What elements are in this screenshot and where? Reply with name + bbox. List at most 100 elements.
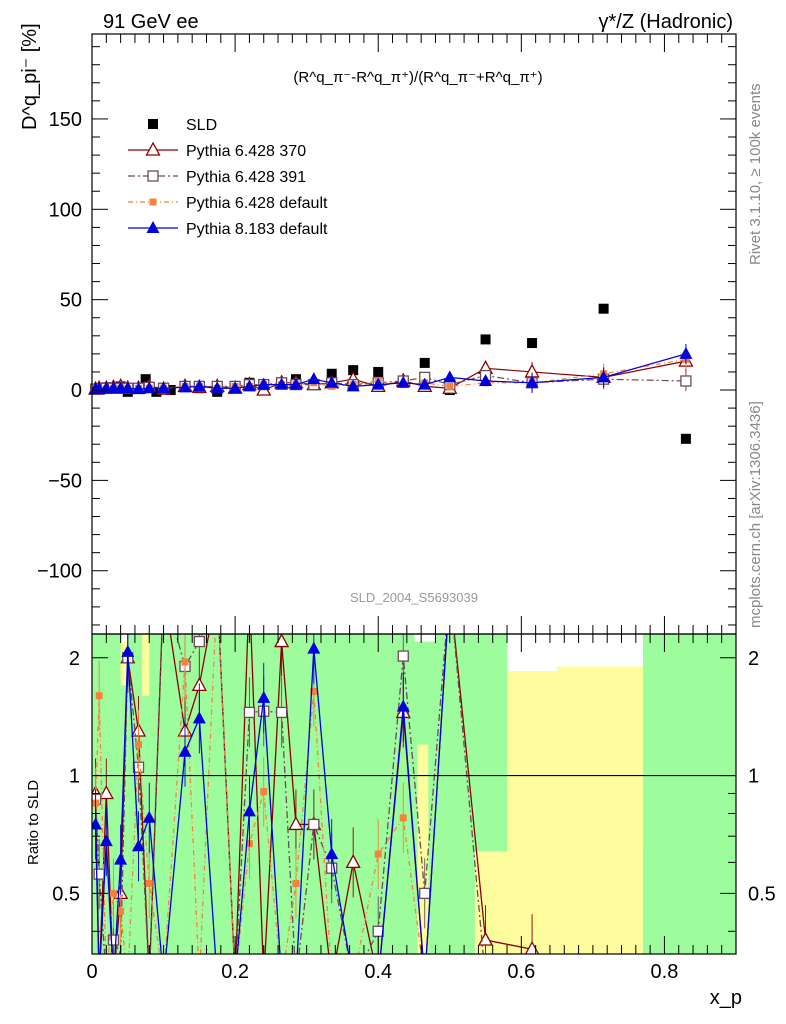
ratio-y-axis-label: Ratio to SLD	[25, 780, 42, 865]
main-point-py8	[346, 379, 360, 392]
legend-marker-pydef	[149, 198, 157, 206]
x-tick-label: 0.8	[651, 961, 679, 983]
ratio-band-inner	[127, 634, 136, 954]
ratio-band-inner	[120, 685, 129, 954]
ratio-point-pydef	[374, 850, 382, 858]
x-tick-label: 0	[86, 961, 97, 983]
legend-marker-py8	[146, 221, 160, 233]
ratio-band-outer	[474, 851, 643, 954]
legend-label-py370: Pythia 6.428 370	[186, 143, 306, 160]
main-point-sld	[527, 338, 538, 349]
x-tick-label: 0.6	[507, 961, 535, 983]
ratio-point-py370	[98, 785, 114, 800]
main-point-py8	[371, 377, 385, 390]
ratio-line-py8	[94, 634, 448, 954]
main-y-tick-label: 150	[49, 109, 82, 131]
legend-label-sld: SLD	[186, 117, 217, 134]
legend-entry-py370: Pythia 6.428 370	[128, 141, 306, 160]
main-line-py391	[95, 374, 686, 390]
legend-entry-pydef: Pythia 6.428 default	[128, 195, 328, 212]
main-y-axis-label: D^q_pi⁻ [%]	[19, 23, 41, 130]
x-tick-label: 0.4	[364, 961, 392, 983]
ratio-band-inner	[642, 634, 737, 954]
ratio-point-py8	[257, 690, 271, 703]
main-point-py8	[228, 381, 242, 394]
analysis-watermark: SLD_2004_S5693039	[350, 590, 478, 605]
left-title: 91 GeV ee	[103, 11, 199, 33]
ratio-point-pydef	[310, 687, 318, 695]
main-point-py8	[525, 375, 539, 388]
main-point-sld	[680, 433, 691, 444]
x-tick-label: 0.2	[221, 961, 249, 983]
ratio-point-py8	[192, 711, 206, 724]
main-point-sld	[326, 368, 337, 379]
main-point-sld	[348, 365, 359, 376]
legend-label-pydef: Pythia 6.428 default	[186, 195, 328, 212]
main-series-py8	[89, 343, 693, 395]
ratio-point-pydef	[117, 907, 125, 915]
rivet-version-label: Rivet 3.1.10, ≥ 100k events	[747, 83, 764, 265]
main-point-py8	[396, 375, 410, 388]
main-point-sld	[480, 334, 491, 345]
ratio-frame	[91, 633, 737, 955]
legend: SLD Pythia 6.428 370 Pythia 6.428 391 Pythi…	[128, 117, 328, 238]
right-title: γ*/Z (Hadronic)	[599, 11, 733, 33]
ratio-point-pydef	[181, 658, 189, 666]
ratio-point-py8	[99, 834, 113, 847]
ratio-point-py391	[372, 925, 384, 937]
ratio-band-inner	[227, 634, 243, 954]
ratio-series-layer	[92, 634, 736, 954]
main-point-sld	[373, 366, 384, 377]
main-y-tick-label: −50	[48, 470, 82, 492]
ratio-point-py8	[178, 744, 192, 757]
ratio-y-tick-label: 1	[69, 766, 80, 788]
ratio-y-tick-label: 2	[69, 648, 80, 670]
ratio-y-tick-label-right: 1	[748, 766, 759, 788]
legend-marker-py370	[145, 141, 161, 156]
main-point-py8	[679, 346, 693, 359]
ratio-point-py8	[132, 839, 146, 852]
ratio-point-py8	[121, 644, 135, 657]
ratio-point-py8	[242, 804, 256, 817]
ratio-point-py391	[107, 934, 120, 946]
main-point-sld	[419, 357, 430, 368]
ratio-point-py391	[308, 818, 320, 831]
main-point-py8	[157, 381, 171, 394]
main-point-py8	[242, 379, 256, 392]
mcplots-label: mcplots.cern.ch [arXiv:1306.3436]	[747, 401, 764, 628]
ratio-point-py8	[92, 817, 103, 830]
x-axis-label: x_p	[710, 987, 742, 1009]
ratio-band-outer	[417, 744, 429, 954]
ratio-point-py8	[142, 810, 156, 823]
main-point-py8	[178, 380, 192, 393]
ratio-band-inner	[342, 634, 365, 954]
main-point-py8	[275, 377, 289, 390]
legend-marker-py391	[147, 170, 159, 182]
main-y-tick-label: 0	[71, 380, 82, 402]
main-point-py8	[132, 382, 146, 395]
legend-entry-py391: Pythia 6.428 391	[128, 169, 306, 186]
main-point-py8	[479, 373, 493, 386]
main-y-tick-label: −100	[37, 561, 82, 583]
ratio-band-inner	[177, 634, 193, 954]
main-point-py8	[597, 370, 611, 383]
main-point-py8	[325, 375, 339, 388]
main-point-py8	[418, 377, 432, 390]
ratio-y-tick-label: 0.5	[52, 883, 80, 905]
ratio-point-py391	[419, 887, 431, 900]
observable-formula: (R^q_π⁻-R^q_π⁺)/(R^q_π⁻+R^q_π⁺)	[293, 69, 542, 86]
ratio-point-py391	[275, 706, 288, 719]
uncertainty-bands	[92, 634, 737, 954]
main-point-sld	[598, 303, 609, 314]
legend-marker-sld	[148, 119, 158, 129]
ratio-point-py391	[243, 706, 256, 719]
ratio-y-tick-label-right: 2	[748, 648, 759, 670]
legend-label-py8: Pythia 8.183 default	[186, 221, 328, 238]
ratio-point-pydef	[292, 879, 300, 887]
main-point-py8	[443, 370, 457, 383]
main-point-py8	[307, 372, 321, 385]
main-series-layer	[87, 303, 694, 444]
main-point-py8	[192, 379, 206, 392]
main-point-sld	[165, 385, 176, 396]
